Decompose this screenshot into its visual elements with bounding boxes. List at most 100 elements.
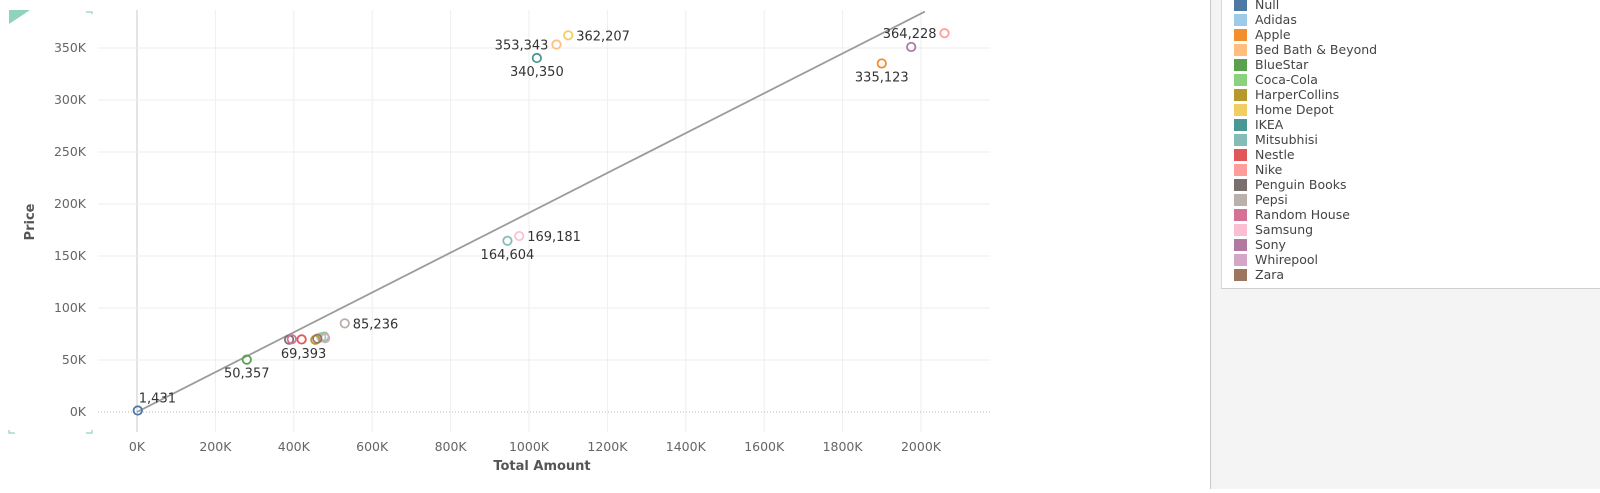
- trend-line[interactable]: [136, 10, 926, 413]
- legend-label: IKEA: [1255, 117, 1284, 132]
- legend-swatch: [1234, 118, 1247, 131]
- legend-swatch: [1234, 148, 1247, 161]
- color-legend[interactable]: Null Adidas Apple Bed Bath & Beyond BlueStar…: [1221, 0, 1600, 289]
- legend-item[interactable]: Penguin Books: [1234, 177, 1347, 192]
- legend-item[interactable]: Bed Bath & Beyond: [1234, 42, 1377, 57]
- legend-label: Nike: [1255, 162, 1283, 177]
- data-point[interactable]: [514, 230, 525, 242]
- legend-item[interactable]: Apple: [1234, 27, 1291, 42]
- data-point[interactable]: [939, 28, 950, 39]
- data-point[interactable]: [312, 333, 323, 344]
- legend-label: Penguin Books: [1255, 177, 1347, 192]
- x-tick-label: 600K: [356, 439, 389, 454]
- legend-label: Sony: [1255, 237, 1286, 252]
- legend-item[interactable]: Whirepool: [1234, 252, 1318, 267]
- scatter-plot[interactable]: 1,431 50,357 69,393 85,236 164,604 169,181 340…: [0, 0, 1010, 489]
- legend-swatch: [1234, 163, 1247, 176]
- legend-item[interactable]: Null: [1234, 0, 1279, 12]
- y-tick-label: 250K: [54, 144, 87, 159]
- x-tick-label: 1400K: [666, 439, 707, 454]
- legend-panel: Null Adidas Apple Bed Bath & Beyond BlueStar…: [1210, 0, 1600, 489]
- legend-label: Coca-Cola: [1255, 72, 1318, 87]
- legend-item[interactable]: Nestle: [1234, 147, 1295, 162]
- x-tick-label: 1600K: [744, 439, 785, 454]
- legend-label: Adidas: [1255, 12, 1297, 27]
- legend-item[interactable]: IKEA: [1234, 117, 1283, 132]
- legend-label: Whirepool: [1255, 252, 1319, 267]
- legend-item[interactable]: Adidas: [1234, 12, 1297, 27]
- y-tick-label: 0K: [70, 404, 87, 419]
- data-label: 1,431: [139, 392, 176, 407]
- legend-swatch: [1234, 268, 1247, 281]
- x-tick-label: 800K: [435, 439, 468, 454]
- data-label: 164,604: [481, 248, 535, 263]
- y-tick-label: 50K: [62, 352, 87, 367]
- data-point[interactable]: [906, 41, 917, 53]
- legend-item[interactable]: Samsung: [1234, 222, 1313, 237]
- data-point[interactable]: [132, 405, 143, 416]
- corner-tick-icon: [8, 430, 15, 434]
- legend-item[interactable]: Nike: [1234, 162, 1282, 177]
- legend-item[interactable]: Random House: [1234, 207, 1350, 222]
- x-tick-label: 1800K: [823, 439, 864, 454]
- legend-label: Samsung: [1255, 222, 1314, 237]
- legend-label: Home Depot: [1255, 102, 1334, 117]
- data-label: 364,228: [883, 27, 937, 42]
- data-point[interactable]: [551, 39, 562, 50]
- y-axis-title[interactable]: Price: [23, 203, 38, 240]
- legend-item[interactable]: HarperCollins: [1234, 87, 1339, 102]
- data-point[interactable]: [296, 334, 307, 345]
- data-point[interactable]: [876, 58, 887, 69]
- legend-swatch: [1234, 133, 1247, 146]
- legend-swatch: [1234, 103, 1247, 116]
- y-tick-label: 200K: [54, 196, 87, 211]
- chart-area: 1,431 50,357 69,393 85,236 164,604 169,181 340…: [0, 0, 1010, 489]
- legend-swatch: [1234, 238, 1247, 251]
- legend-item[interactable]: BlueStar: [1234, 57, 1308, 72]
- legend-item[interactable]: Coca-Cola: [1234, 72, 1318, 87]
- data-label: 85,236: [353, 317, 399, 332]
- legend-item[interactable]: Pepsi: [1234, 192, 1288, 207]
- data-label: 50,357: [224, 367, 270, 382]
- legend-swatch: [1234, 223, 1247, 236]
- x-tick-label: 200K: [199, 439, 232, 454]
- legend-swatch: [1234, 0, 1247, 11]
- data-point[interactable]: [531, 52, 542, 64]
- data-label: 362,207: [576, 29, 630, 44]
- x-axis-title[interactable]: Total Amount: [493, 459, 590, 474]
- legend-item[interactable]: Zara: [1234, 267, 1284, 282]
- y-tick-label: 100K: [54, 300, 87, 315]
- legend-swatch: [1234, 58, 1247, 71]
- legend-label: Null: [1255, 0, 1280, 12]
- x-tick-label: 400K: [278, 439, 311, 454]
- corner-tick-icon: [86, 11, 93, 14]
- x-tick-label: 1000K: [509, 439, 550, 454]
- data-point[interactable]: [241, 354, 252, 365]
- x-tick-label: 1200K: [587, 439, 628, 454]
- corner-tick-icon: [86, 430, 93, 434]
- y-tick-label: 150K: [54, 248, 87, 263]
- data-point[interactable]: [286, 334, 297, 345]
- legend-swatch: [1234, 253, 1247, 266]
- legend-label: Apple: [1255, 27, 1291, 42]
- legend-item[interactable]: Sony: [1234, 237, 1286, 252]
- legend-swatch: [1234, 178, 1247, 191]
- legend-swatch: [1234, 73, 1247, 86]
- legend-label: Zara: [1255, 267, 1285, 282]
- data-point[interactable]: [502, 235, 513, 246]
- legend-label: Nestle: [1255, 147, 1295, 162]
- data-point[interactable]: [563, 30, 574, 41]
- y-tick-label: 350K: [54, 40, 87, 55]
- x-tick-label: 0K: [129, 439, 146, 454]
- legend-label: Pepsi: [1255, 192, 1288, 207]
- data-label: 353,343: [495, 39, 549, 54]
- legend-label: Bed Bath & Beyond: [1255, 42, 1378, 57]
- legend-swatch: [1234, 28, 1247, 41]
- legend-swatch: [1234, 193, 1247, 206]
- data-point[interactable]: [339, 318, 350, 329]
- y-tick-label: 300K: [54, 92, 87, 107]
- legend-item[interactable]: Mitsubhisi: [1234, 132, 1318, 147]
- legend-swatch: [1234, 13, 1247, 26]
- legend-item[interactable]: Home Depot: [1234, 102, 1334, 117]
- legend-swatch: [1234, 208, 1247, 221]
